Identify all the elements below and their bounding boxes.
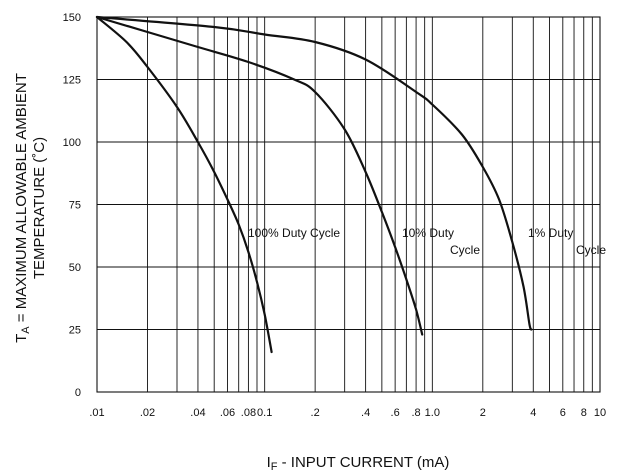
y-tick-label: 100 [63,137,81,149]
x-tick-label: .02 [140,407,155,419]
x-tick-label: .04 [190,407,205,419]
y-tick-label: 0 [75,387,81,399]
curve-annotation: 100% Duty Cycle [248,226,340,240]
y-gridlines [97,16,600,393]
x-tick-label: 2 [480,407,486,419]
curve-annotation: Cycle [576,243,606,257]
x-tick-label: .08 [241,407,256,419]
y-tick-label: 125 [63,75,81,87]
curve-10-duty-cycle [95,15,424,336]
y-tick-label: 25 [69,325,81,337]
y-axis-label-line2: TEMPERATURE (˚C) [31,137,48,279]
x-tick-label: 8 [581,407,587,419]
x-tick-label: 10 [594,407,606,419]
x-tick-label: 0.1 [257,407,272,419]
x-tick-label: .01 [89,407,104,419]
curve-annotation: 1% Duty [528,226,573,240]
x-tick-label: .8 [411,407,420,419]
plot-frame [96,16,601,393]
curve-annotation: 10% Duty [402,226,454,240]
y-tick-label: 75 [69,200,81,212]
curves [95,15,533,354]
x-tick-label: 1.0 [425,407,440,419]
x-tick-label: 6 [560,407,566,419]
curve-100-duty-cycle [95,15,273,354]
y-tick-label: 150 [63,12,81,24]
x-tick-label: 4 [530,407,536,419]
y-tick-labels: 0 25 50 75 100 125 150 [63,12,81,399]
x-tick-labels: .01 .02 .04 .06 .08 0.1 .2 .4 .6 .8 1.0 2 4 6 8 10 [89,407,606,419]
x-axis-label: IF - INPUT CURRENT (mA) [267,454,450,473]
curve-1-duty-cycle [95,15,533,331]
x-tick-label: .06 [220,407,235,419]
x-tick-label: .6 [391,407,400,419]
y-axis-label: TA = MAXIMUM ALLOWABLE AMBIENT TEMPERATU… [13,73,48,343]
y-axis-label-line1: TA = MAXIMUM ALLOWABLE AMBIENT [13,73,32,343]
x-tick-label: .4 [361,407,370,419]
x-tick-label: .2 [311,407,320,419]
curve-annotation: Cycle [450,243,480,257]
y-tick-label: 50 [69,262,81,274]
